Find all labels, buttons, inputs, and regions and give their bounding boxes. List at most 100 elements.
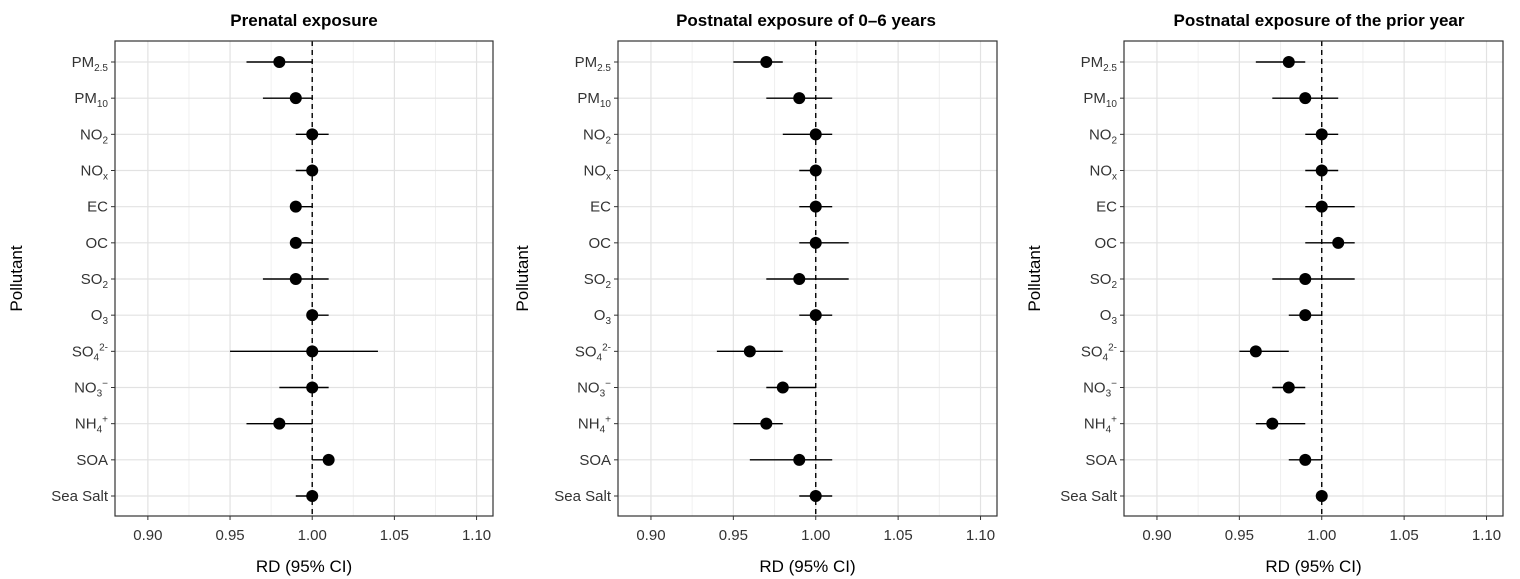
y-tick-label: NO3− [74,379,108,400]
x-axis-label: RD (95% CI) [759,557,855,576]
x-tick-label: 0.95 [1225,527,1254,544]
y-tick-label: NOx [81,163,109,183]
point-estimate [1299,92,1312,105]
x-tick-label: 1.00 [801,527,830,544]
y-tick-label: SO42- [575,342,611,363]
forest-panel-2: PM2.5 PM10 NO2 NOx EC OC SO2 O3 SO42- NO3− NH4+ SOA… [513,11,998,576]
point-estimate [760,417,773,430]
point-estimate [1282,56,1295,68]
y-tick-label: O3 [1100,307,1118,327]
y-tick-label: NO2 [1089,126,1118,146]
y-tick-label: NOx [1090,163,1118,183]
point-estimate [793,273,806,285]
point-estimate [809,164,822,177]
x-tick-label: 0.90 [1142,527,1171,544]
y-tick-label: NOx [584,163,612,183]
x-tick-label: 0.95 [215,527,244,544]
point-estimate [1315,490,1328,502]
y-tick-label: Sea Salt [554,488,612,505]
y-tick-label: SO2 [584,271,612,291]
point-estimate [1315,128,1328,141]
x-tick-label: 1.05 [380,527,409,544]
point-estimate [289,200,302,213]
y-tick-label: EC [87,199,108,216]
y-tick-label: NO3− [1083,379,1117,400]
point-estimate [809,309,822,322]
y-tick-label: SOA [76,452,108,469]
point-estimate [273,56,286,68]
y-tick-label: OC [1095,235,1118,252]
point-estimate [793,92,806,105]
point-estimate [306,345,319,358]
y-tick-label: SO42- [72,342,108,363]
point-estimate [809,128,822,141]
y-tick-label: PM10 [1083,90,1117,110]
y-tick-label: Sea Salt [1060,488,1118,505]
x-tick-label: 1.05 [884,527,913,544]
chart-title: Prenatal exposure [230,11,377,30]
y-tick-label: NH4+ [1084,415,1117,436]
y-tick-label: PM2.5 [1081,54,1118,74]
point-estimate [793,453,806,466]
point-estimate [306,490,319,502]
y-tick-label: EC [1096,199,1117,216]
x-tick-label: 1.05 [1390,527,1419,544]
point-estimate [306,309,319,322]
y-tick-label: OC [589,235,612,252]
forest-panel-1: PM2.5 PM10 NO2 NOx EC OC SO2 O3 SO42- NO3− NH4+ SOA… [7,11,494,576]
point-estimate [809,490,822,502]
point-estimate [306,381,319,394]
chart-title: Postnatal exposure of the prior year [1174,11,1465,30]
y-axis-label: Pollutant [7,245,26,311]
point-estimate [1249,345,1262,358]
y-tick-label: O3 [91,307,109,327]
y-tick-label: SO42- [1081,342,1117,363]
point-estimate [743,345,756,358]
point-estimate [809,236,822,249]
point-estimate [1315,164,1328,177]
point-estimate [306,164,319,177]
x-axis-label: RD (95% CI) [1265,557,1361,576]
x-tick-label: 0.95 [719,527,748,544]
y-tick-label: SO2 [81,271,109,291]
y-axis-label: Pollutant [513,245,532,311]
x-tick-label: 0.90 [133,527,162,544]
point-estimate [1315,200,1328,213]
y-tick-label: PM10 [577,90,611,110]
y-tick-label: NO2 [80,126,109,146]
y-tick-label: EC [590,199,611,216]
y-tick-label: NO2 [583,126,612,146]
point-estimate [809,200,822,213]
y-tick-label: O3 [594,307,612,327]
y-tick-label: PM2.5 [72,54,109,74]
point-estimate [1299,309,1312,322]
chart-title: Postnatal exposure of 0–6 years [676,11,936,30]
y-tick-label: SOA [1085,452,1117,469]
point-estimate [776,381,789,394]
x-tick-label: 1.00 [298,527,327,544]
y-tick-label: SOA [579,452,611,469]
point-estimate [289,92,302,105]
point-estimate [306,128,319,141]
x-tick-label: 1.10 [1472,527,1501,544]
y-tick-label: Sea Salt [51,488,109,505]
forest-panel-3: PM2.5 PM10 NO2 NOx EC OC SO2 O3 SO42- NO3− NH4+ SOA… [1025,11,1504,576]
x-tick-label: 0.90 [636,527,665,544]
y-tick-label: NO3− [577,379,611,400]
point-estimate [1299,453,1312,466]
y-tick-label: SO2 [1090,271,1118,291]
point-estimate [273,417,286,430]
x-tick-label: 1.10 [462,527,491,544]
y-axis-label: Pollutant [1025,245,1044,311]
y-tick-label: PM10 [74,90,108,110]
x-tick-label: 1.00 [1307,527,1336,544]
point-estimate [1299,273,1312,285]
point-estimate [1332,236,1345,249]
y-tick-label: PM2.5 [575,54,612,74]
x-tick-label: 1.10 [966,527,995,544]
point-estimate [1282,381,1295,394]
y-tick-label: NH4+ [75,415,108,436]
x-axis-label: RD (95% CI) [256,557,352,576]
point-estimate [289,236,302,249]
